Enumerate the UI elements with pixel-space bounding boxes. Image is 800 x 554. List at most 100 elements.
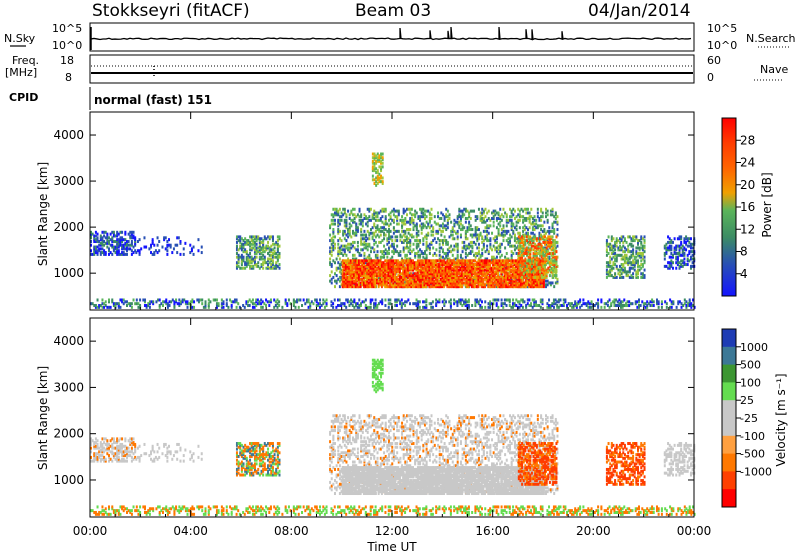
- data-cell: [258, 266, 261, 270]
- data-cell: [449, 275, 452, 279]
- data-cell: [255, 264, 258, 268]
- data-cell: [384, 215, 387, 219]
- data-cell: [367, 277, 370, 281]
- data-cell: [358, 263, 361, 267]
- data-cell: [348, 268, 351, 272]
- data-cell: [456, 216, 459, 220]
- data-cell: [353, 213, 356, 217]
- data-cell: [546, 229, 549, 233]
- data-cell: [360, 248, 363, 252]
- data-cell: [359, 259, 362, 263]
- data-cell: [127, 243, 130, 247]
- data-cell: [415, 226, 418, 230]
- data-cell: [427, 233, 430, 237]
- data-cell: [374, 283, 377, 287]
- data-cell: [466, 229, 469, 233]
- data-cell: [482, 211, 485, 215]
- data-cell: [383, 237, 386, 241]
- data-cell: [461, 283, 464, 287]
- data-cell: [245, 255, 248, 259]
- data-cell: [410, 281, 413, 285]
- data-cell: [683, 257, 686, 261]
- data-cell: [276, 253, 279, 257]
- data-cell: [333, 207, 336, 211]
- data-cell: [349, 272, 352, 276]
- data-cell: [464, 259, 467, 263]
- data-cell: [271, 239, 274, 243]
- data-cell: [434, 266, 437, 270]
- data-cell: [349, 261, 352, 265]
- data-cell: [530, 207, 533, 211]
- data-cell: [444, 268, 447, 272]
- data-cell: [93, 245, 96, 249]
- data-cell: [263, 235, 266, 239]
- data-cell: [134, 241, 137, 245]
- data-cell: [409, 248, 412, 252]
- data-cell: [330, 222, 333, 226]
- data-cell: [398, 274, 401, 278]
- data-cell: [382, 275, 385, 279]
- data-cell: [412, 285, 415, 289]
- data-cell: [538, 239, 541, 243]
- data-cell: [278, 255, 281, 259]
- data-cell: [453, 229, 456, 233]
- data-cell: [415, 261, 418, 265]
- data-cell: [265, 244, 268, 248]
- data-cell: [374, 263, 377, 267]
- data-cell: [94, 251, 97, 255]
- freq-tick-bottom: 8: [65, 71, 72, 84]
- data-cell: [362, 283, 365, 287]
- data-cell: [358, 283, 361, 287]
- data-cell: [362, 281, 365, 285]
- data-cell: [358, 222, 361, 226]
- data-cell: [423, 275, 426, 279]
- data-cell: [405, 277, 408, 281]
- data-cell: [365, 257, 368, 261]
- data-cell: [474, 268, 477, 272]
- data-cell: [96, 240, 99, 244]
- data-cell: [369, 246, 372, 250]
- data-cell: [348, 272, 351, 276]
- data-cell: [505, 215, 508, 219]
- data-cell: [407, 261, 410, 265]
- data-cell: [346, 275, 349, 279]
- data-cell: [541, 211, 544, 215]
- data-cell: [513, 244, 516, 248]
- data-cell: [464, 261, 467, 265]
- data-cell: [461, 224, 464, 228]
- data-cell: [372, 277, 375, 281]
- data-cell: [623, 266, 626, 270]
- data-cell: [368, 209, 371, 213]
- data-cell: [446, 242, 449, 246]
- data-cell: [402, 281, 405, 285]
- data-cell: [420, 266, 423, 270]
- data-cell: [492, 209, 495, 213]
- data-cell: [543, 220, 546, 224]
- data-cell: [258, 248, 261, 252]
- data-cell: [363, 279, 366, 283]
- data-cell: [404, 255, 407, 259]
- data-cell: [449, 283, 452, 287]
- data-cell: [470, 259, 473, 263]
- data-cell: [356, 248, 359, 252]
- data-cell: [522, 215, 525, 219]
- data-cell: [398, 279, 401, 283]
- data-cell: [412, 277, 415, 281]
- data-cell: [249, 242, 252, 246]
- data-cell: [453, 248, 456, 252]
- data-cell: [412, 272, 415, 276]
- data-cell: [425, 237, 428, 241]
- data-cell: [433, 274, 436, 278]
- data-cell: [253, 242, 256, 246]
- data-cell: [361, 233, 364, 237]
- data-cell: [342, 248, 345, 252]
- data-cell: [415, 266, 418, 270]
- data-cell: [337, 250, 340, 254]
- data-cell: [240, 246, 243, 250]
- data-cell: [417, 239, 420, 243]
- data-cell: [551, 222, 554, 226]
- data-cell: [358, 270, 361, 274]
- data-cell: [491, 255, 494, 259]
- data-cell: [242, 259, 245, 263]
- data-cell: [509, 239, 512, 243]
